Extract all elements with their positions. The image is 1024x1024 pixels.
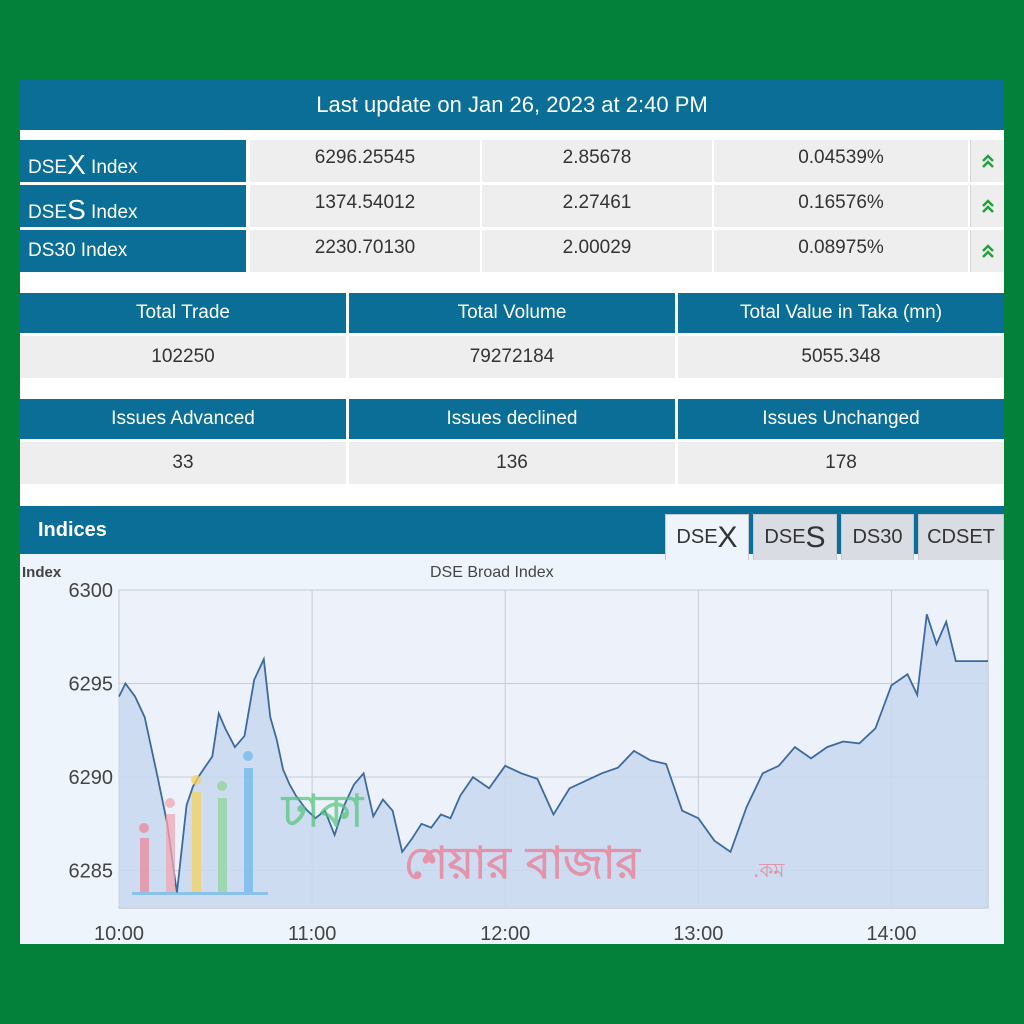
index-percent: 0.08975%	[714, 230, 968, 272]
index-value: 2230.70130	[250, 230, 480, 272]
indices-section: Indices DSE X DSE S DS30 CDSET Index DSE B…	[20, 506, 1004, 944]
index-percent: 0.16576%	[714, 185, 968, 227]
up-arrow-icon	[970, 185, 1004, 227]
total-trade-value: 102250	[20, 336, 346, 378]
issues-declined-header: Issues declined	[349, 399, 675, 439]
total-volume-value: 79272184	[349, 336, 675, 378]
y-axis-label: Index	[22, 564, 62, 581]
total-value-header: Total Value in Taka (mn)	[678, 293, 1004, 333]
total-value-value: 5055.348	[678, 336, 1004, 378]
chart-title: DSE Broad Index	[430, 564, 554, 581]
total-trade-header: Total Trade	[20, 293, 346, 333]
index-percent: 0.04539%	[714, 140, 968, 182]
up-arrow-icon	[970, 140, 1004, 182]
index-value: 1374.54012	[250, 185, 480, 227]
index-change: 2.00029	[482, 230, 712, 272]
issues-advanced-value: 33	[20, 442, 346, 484]
index-name[interactable]: DSE S Index	[20, 185, 246, 227]
last-update-text: Last update on Jan 26, 2023 at 2:40 PM	[316, 92, 708, 117]
index-row-dses[interactable]: DSE S Index 1374.54012 2.27461 0.16576%	[20, 185, 1004, 227]
up-arrow-icon	[970, 230, 1004, 272]
index-row-dsex[interactable]: DSE X Index 6296.25545 2.85678 0.04539%	[20, 140, 1004, 182]
tab-dsex[interactable]: DSE X	[665, 514, 749, 560]
issues-unchanged-value: 178	[678, 442, 1004, 484]
tab-ds30[interactable]: DS30	[841, 514, 914, 560]
index-name[interactable]: DSE X Index	[20, 140, 246, 182]
indices-title: Indices	[38, 519, 107, 541]
issues-declined-value: 136	[349, 442, 675, 484]
index-name[interactable]: DS30 Index	[20, 230, 246, 272]
market-summary-panel: Last update on Jan 26, 2023 at 2:40 PM D…	[20, 80, 1004, 944]
indices-header-bar: Indices	[20, 506, 1004, 554]
issues-unchanged-header: Issues Unchanged	[678, 399, 1004, 439]
issues-advanced-header: Issues Advanced	[20, 399, 346, 439]
index-change: 2.27461	[482, 185, 712, 227]
index-change: 2.85678	[482, 140, 712, 182]
last-update-bar: Last update on Jan 26, 2023 at 2:40 PM	[20, 80, 1004, 130]
index-value: 6296.25545	[250, 140, 480, 182]
total-volume-header: Total Volume	[349, 293, 675, 333]
index-row-ds30[interactable]: DS30 Index 2230.70130 2.00029 0.08975%	[20, 230, 1004, 272]
tab-dses[interactable]: DSE S	[753, 514, 837, 560]
tab-cdset[interactable]: CDSET	[918, 514, 1004, 560]
